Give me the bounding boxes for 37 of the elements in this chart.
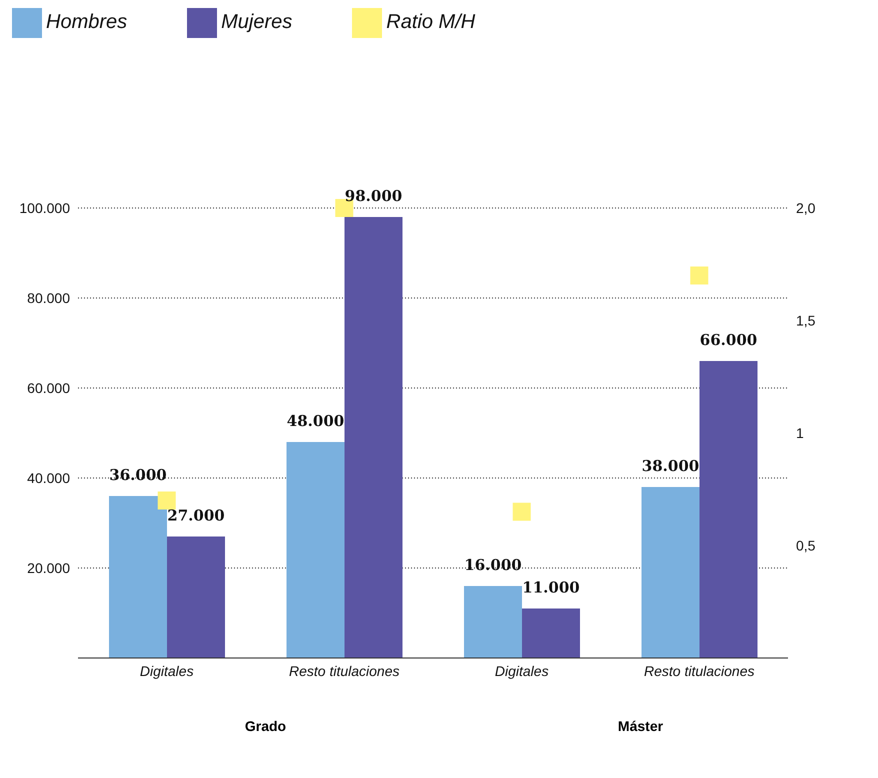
y-tick-label: 60.000: [27, 380, 70, 396]
y-tick-label: 40.000: [27, 470, 70, 486]
x-tick-label: Digitales: [494, 662, 549, 679]
x-tick-label: Resto titulaciones: [288, 662, 400, 679]
y2-tick-label: 1,5: [796, 312, 816, 328]
bar: [344, 217, 402, 658]
bar: [522, 608, 580, 658]
point: [512, 502, 531, 521]
legend-label: Ratio M/H: [386, 11, 476, 34]
y-tick-label: 80.000: [27, 290, 70, 306]
legend-label: Hombres: [46, 11, 128, 34]
bar: [167, 536, 225, 658]
bar: [286, 442, 344, 658]
x-tick-label: Digitales: [140, 662, 194, 679]
point: [690, 266, 708, 284]
y-tick-label: 20.000: [27, 560, 70, 576]
data-label: 48.000: [286, 412, 344, 430]
bar: [109, 496, 167, 658]
legend-label: Mujeres: [221, 11, 292, 34]
bar: [464, 586, 522, 658]
x-tick-label: Resto titulaciones: [644, 662, 755, 679]
data-label: 66.000: [700, 331, 758, 349]
data-label: 16.000: [464, 556, 522, 574]
data-label: 27.000: [167, 506, 225, 524]
y2-tick-label: 1: [796, 424, 804, 441]
text: Grado: [244, 718, 288, 734]
data-label: 36.000: [109, 466, 167, 484]
bar: [642, 487, 700, 658]
y-tick-label: 100.000: [19, 200, 70, 216]
text: Máster: [616, 718, 664, 734]
y2-tick-label: 0,5: [796, 537, 816, 554]
y2-tick-label: 2,0: [796, 200, 816, 216]
data-label: 38.000: [642, 457, 700, 475]
point: [158, 492, 176, 510]
data-label: 98.000: [344, 187, 402, 205]
bar: [700, 361, 758, 658]
data-label: 11.000: [522, 578, 580, 596]
